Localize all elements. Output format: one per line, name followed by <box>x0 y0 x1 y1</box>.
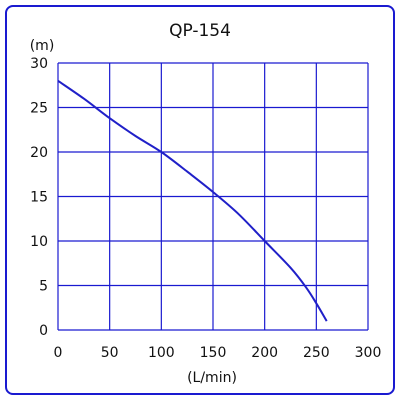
y-tick-label-6: 30 <box>30 56 48 72</box>
x-tick-label-0: 0 <box>54 345 63 361</box>
x-tick-label-4: 200 <box>251 345 278 361</box>
x-axis-label: (L/min) <box>187 370 237 386</box>
x-tick-label-6: 300 <box>355 345 382 361</box>
y-tick-label-1: 5 <box>39 279 48 295</box>
x-tick-label-3: 150 <box>200 345 227 361</box>
y-tick-label-4: 20 <box>30 145 48 161</box>
x-tick-label-2: 100 <box>148 345 175 361</box>
y-tick-label-5: 25 <box>30 101 48 117</box>
tick-labels: 0 50 100 150 200 250 300 0 5 10 15 20 25 30 <box>30 56 381 361</box>
y-axis-label: (m) <box>30 38 55 54</box>
series-line-0 <box>57 79 328 322</box>
y-tick-label-3: 15 <box>30 190 48 206</box>
x-tick-label-1: 50 <box>101 345 119 361</box>
y-tick-label-2: 10 <box>30 234 48 250</box>
series-layer <box>57 79 328 322</box>
grid <box>57 62 369 331</box>
chart-title: QP-154 <box>169 21 231 41</box>
x-tick-label-5: 250 <box>303 345 330 361</box>
y-tick-label-0: 0 <box>39 323 48 339</box>
